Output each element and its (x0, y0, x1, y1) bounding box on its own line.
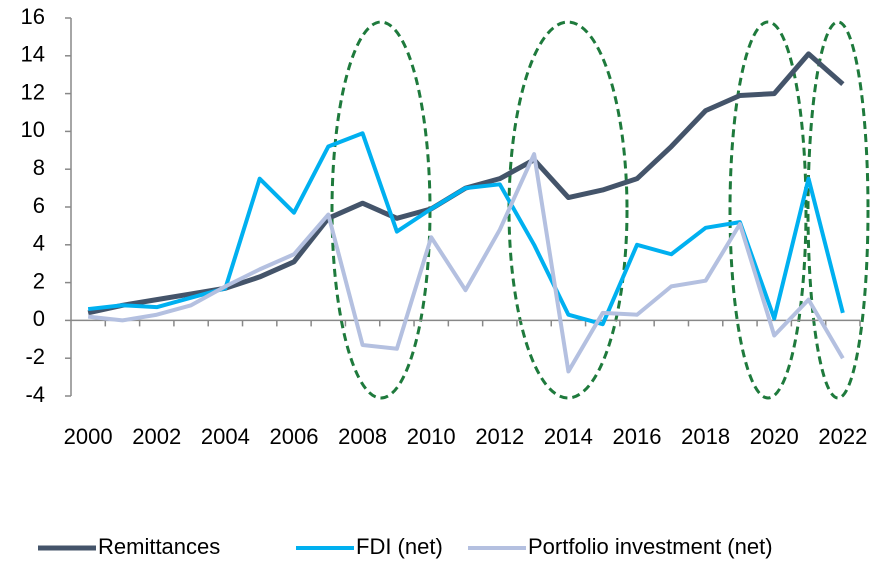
legend-item: FDI (net) (296, 534, 443, 559)
x-tick-label: 2020 (750, 424, 799, 449)
line-series (87, 131, 845, 327)
x-tick-label: 2010 (407, 424, 456, 449)
ellipse (507, 20, 629, 400)
legend-label: Remittances (98, 534, 220, 559)
y-tick-label: 6 (33, 193, 45, 218)
x-tick-label: 2008 (338, 424, 387, 449)
y-tick-label: 8 (33, 155, 45, 180)
y-tick-label: 16 (21, 4, 45, 29)
legend-item: Portfolio investment (net) (468, 534, 773, 559)
x-tick-label: 2014 (544, 424, 593, 449)
x-tick-label: 2002 (132, 424, 181, 449)
y-tick-label: 2 (33, 268, 45, 293)
x-tick-label: 2018 (681, 424, 730, 449)
y-tick-label: 0 (33, 306, 45, 331)
legend-label: FDI (net) (356, 534, 443, 559)
y-tick-label: 12 (21, 79, 45, 104)
x-tick-label: 2000 (64, 424, 113, 449)
ellipse (806, 20, 870, 400)
y-tick-label: 4 (33, 231, 45, 256)
x-tick-label: 2022 (818, 424, 867, 449)
line-series (87, 152, 845, 374)
y-tick-label: 14 (21, 42, 45, 67)
x-tick-label: 2006 (270, 424, 319, 449)
y-tick-label: -2 (25, 344, 45, 369)
y-tick-label: 10 (21, 117, 45, 142)
legend-item: Remittances (38, 534, 220, 559)
y-tick-label: -4 (25, 382, 45, 407)
ellipse (728, 20, 808, 400)
x-tick-label: 2016 (613, 424, 662, 449)
x-tick-label: 2012 (475, 424, 524, 449)
legend-label: Portfolio investment (net) (528, 534, 773, 559)
x-tick-label: 2004 (201, 424, 250, 449)
